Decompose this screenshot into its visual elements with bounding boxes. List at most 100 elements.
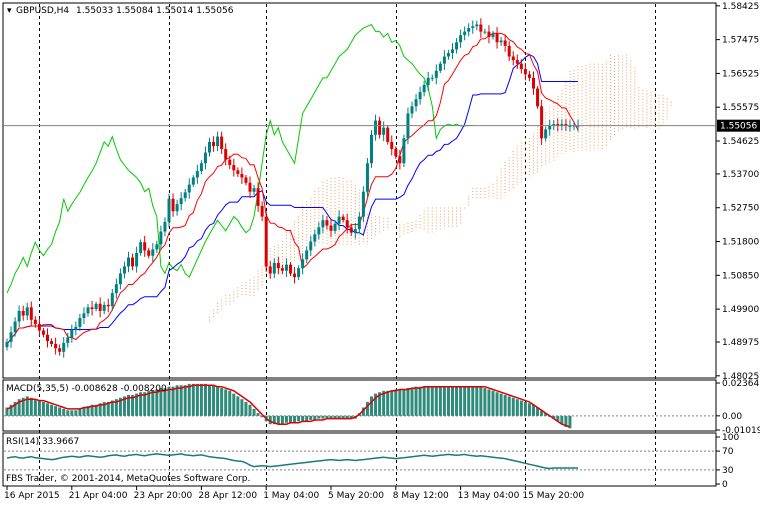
- macd-bar-114: [467, 386, 471, 416]
- candle-body-109: [446, 52, 450, 57]
- macd-bar-117: [479, 386, 483, 416]
- macd-bar-122: [499, 393, 503, 416]
- macd-bar-20: [86, 406, 90, 416]
- candle-body-69: [284, 264, 288, 271]
- macd-bar-95: [390, 390, 394, 416]
- candle-body-106: [434, 70, 438, 78]
- candle-body-91: [374, 120, 378, 135]
- candle-body-103: [422, 84, 426, 93]
- candle-body-54: [224, 149, 228, 160]
- candle-body-53: [220, 136, 224, 150]
- price-label-3: 1.55575: [722, 103, 759, 113]
- macd-bar-91: [374, 393, 378, 416]
- time-label-3: 28 Apr 12:00: [198, 491, 257, 501]
- macd-bar-85: [349, 415, 353, 419]
- candle-body-6: [29, 307, 33, 320]
- candle-body-139: [568, 125, 572, 127]
- time-label-0: 16 Apr 2015: [4, 491, 60, 501]
- candle-body-133: [544, 129, 548, 139]
- macd-bar-116: [475, 386, 479, 416]
- price-label-4: 1.54625: [722, 137, 759, 147]
- candle-body-115: [471, 26, 475, 29]
- chart-title: GBPUSD,H4: [16, 6, 69, 16]
- candle-body-48: [199, 163, 203, 172]
- candle-body-110: [451, 49, 454, 53]
- macd-bar-71: [293, 415, 297, 423]
- candle-body-28: [118, 273, 122, 285]
- candle-body-114: [467, 28, 471, 32]
- macd-bar-21: [90, 404, 94, 416]
- candle-body-11: [50, 341, 54, 344]
- macd-bar-97: [398, 389, 402, 416]
- macd-bar-0: [5, 407, 9, 416]
- macd-bar-125: [511, 397, 515, 416]
- candle-body-87: [357, 216, 361, 230]
- macd-bar-121: [495, 392, 499, 416]
- macd-bar-4: [21, 397, 25, 416]
- candle-body-60: [248, 182, 252, 192]
- macd-bar-103: [422, 386, 426, 416]
- candle-body-129: [527, 74, 531, 78]
- candle-body-43: [179, 198, 183, 205]
- candle-body-27: [114, 284, 118, 294]
- price-label-7: 1.51800: [722, 238, 759, 248]
- macd-bar-70: [289, 415, 292, 423]
- macd-bar-89: [365, 401, 369, 416]
- candle-body-12: [54, 343, 58, 349]
- candle-body-108: [442, 56, 446, 64]
- macd-bar-23: [98, 403, 102, 416]
- candle-body-39: [163, 221, 167, 232]
- macd-signal-line: [6, 384, 571, 428]
- candle-body-134: [548, 125, 552, 130]
- macd-bar-62: [256, 413, 260, 416]
- candle-body-81: [333, 223, 337, 231]
- candle-body-128: [523, 68, 527, 75]
- candle-body-120: [491, 33, 495, 37]
- macd-bar-135: [552, 415, 556, 419]
- macd-bar-31: [131, 395, 135, 416]
- macd-bar-80: [329, 415, 333, 419]
- candle-body-90: [370, 134, 373, 164]
- macd-bar-73: [301, 415, 305, 422]
- candle-body-3: [17, 310, 21, 322]
- candle-body-64: [264, 216, 268, 267]
- macd-bar-26: [110, 400, 114, 416]
- price-label-9: 1.49900: [722, 305, 759, 315]
- macd-bar-38: [159, 388, 163, 416]
- candle-body-41: [171, 198, 175, 212]
- rsi-tick-label-3: 0: [722, 480, 728, 490]
- candle-body-85: [349, 227, 353, 233]
- candle-body-80: [329, 225, 333, 231]
- candle-body-4: [21, 310, 25, 316]
- macd-bar-111: [455, 386, 459, 416]
- macd-bar-10: [46, 403, 49, 416]
- candle-body-62: [256, 188, 260, 206]
- candle-body-58: [240, 173, 244, 178]
- candle-body-136: [556, 124, 560, 126]
- macd-bar-79: [325, 415, 329, 419]
- candle-body-35: [147, 250, 151, 256]
- candle-body-36: [151, 249, 155, 256]
- candle-body-122: [499, 40, 503, 43]
- tenkan-line: [6, 32, 579, 345]
- macd-bar-50: [208, 385, 211, 416]
- macd-bar-69: [284, 415, 288, 423]
- candle-body-57: [236, 170, 240, 174]
- macd-bar-3: [17, 399, 21, 416]
- candle-body-49: [203, 152, 207, 164]
- macd-bar-14: [62, 408, 66, 416]
- macd-bar-25: [106, 401, 110, 416]
- candle-body-24: [102, 304, 106, 311]
- kijun-line: [6, 54, 578, 345]
- macd-bar-46: [191, 383, 195, 416]
- macd-bar-33: [139, 392, 143, 416]
- macd-bar-15: [66, 410, 70, 416]
- macd-bar-126: [515, 399, 519, 416]
- macd-bar-107: [438, 386, 442, 416]
- macd-bar-106: [434, 386, 438, 416]
- time-label-2: 23 Apr 20:00: [134, 491, 193, 501]
- macd-bar-132: [540, 410, 544, 416]
- candles: [4, 18, 715, 358]
- candle-body-84: [345, 220, 349, 228]
